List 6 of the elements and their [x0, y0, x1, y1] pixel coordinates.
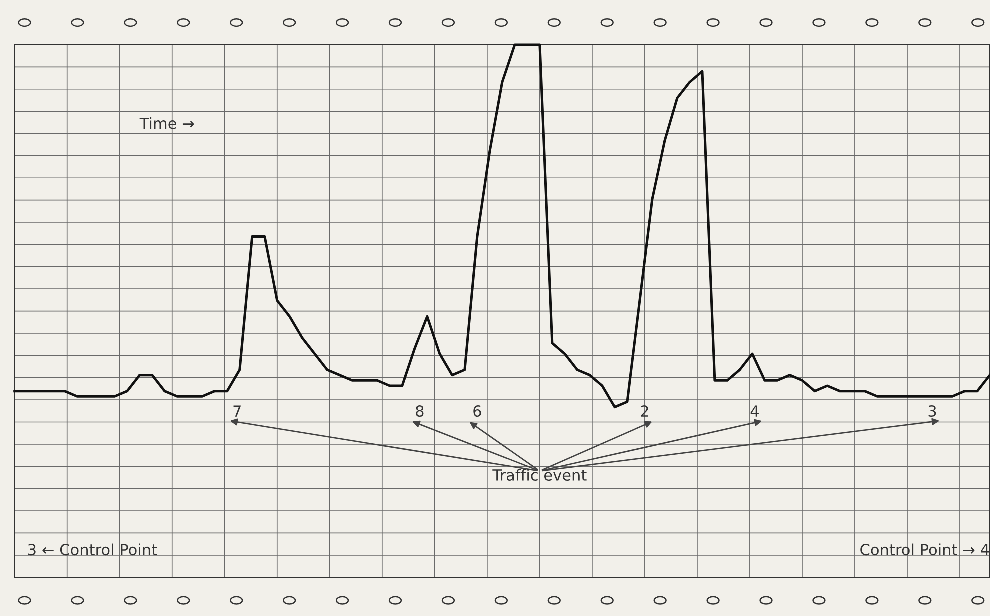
annotation: 3: [928, 406, 936, 418]
annotation: 7: [234, 406, 241, 417]
annotation: 8: [416, 406, 424, 418]
annotation: Traffic event: [492, 469, 587, 481]
annotation: 6: [474, 406, 482, 418]
annotation: 4: [750, 406, 759, 417]
